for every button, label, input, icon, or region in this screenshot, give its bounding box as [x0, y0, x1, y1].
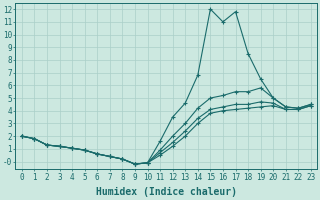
X-axis label: Humidex (Indice chaleur): Humidex (Indice chaleur) [96, 187, 237, 197]
